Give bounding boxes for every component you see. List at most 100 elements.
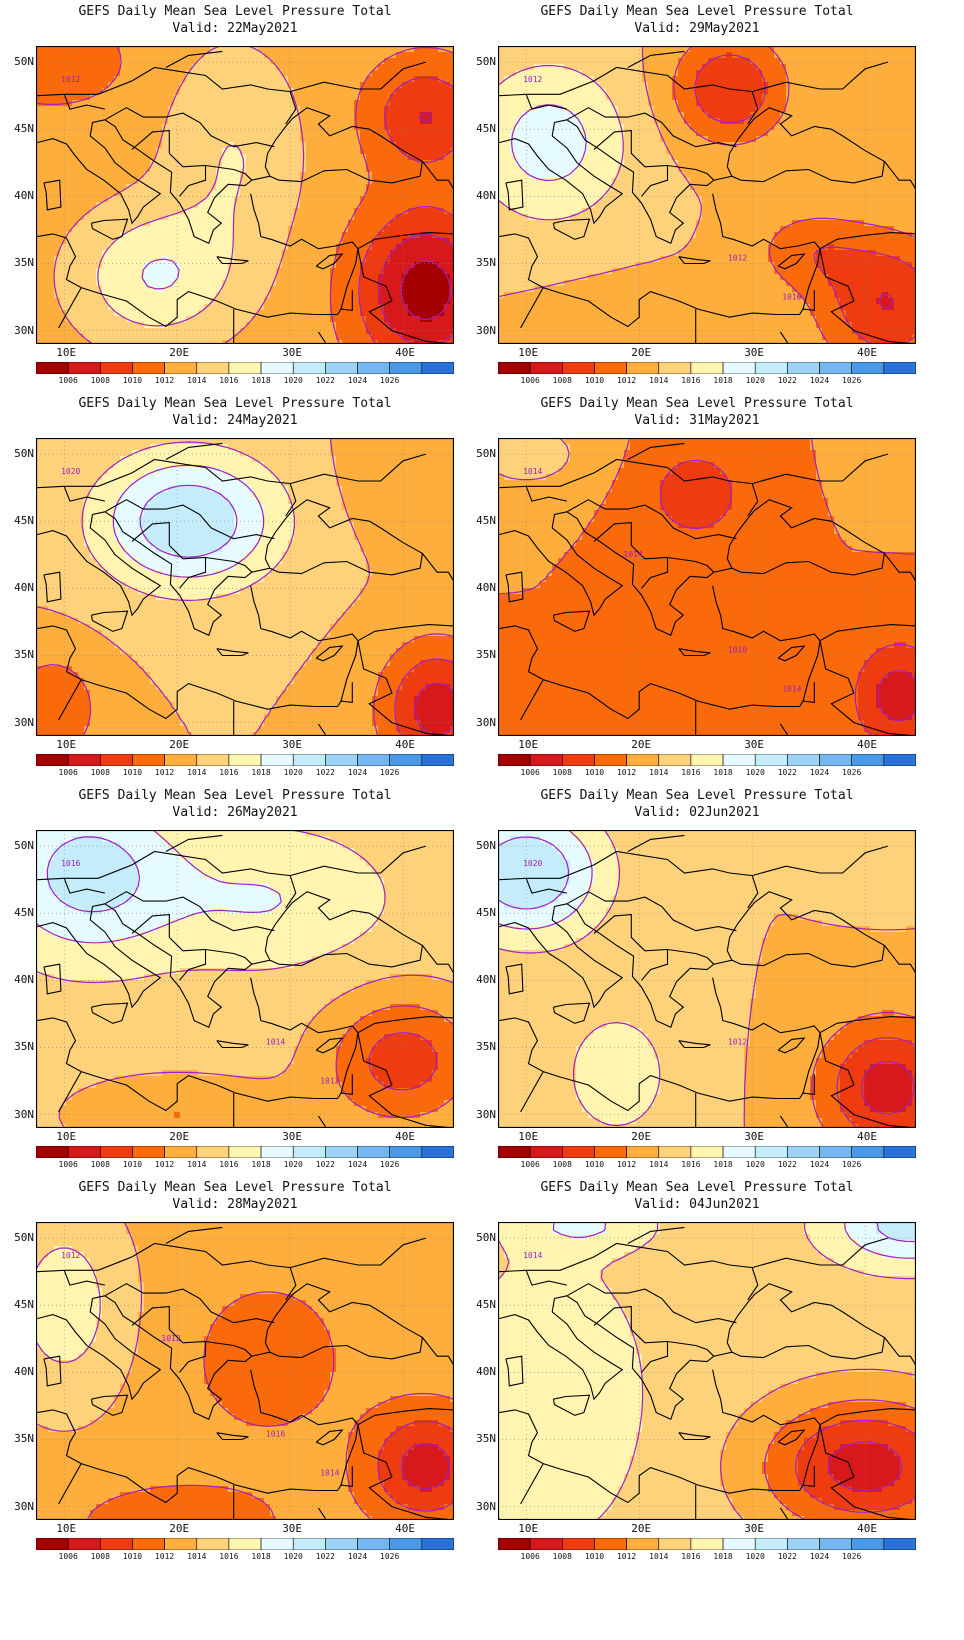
panel-valid-date: Valid: 29May2021 [462, 21, 932, 37]
isobar-label: 1010 [728, 646, 747, 655]
colorbar-swatch [132, 1538, 165, 1550]
colorbar-swatch [100, 1146, 133, 1158]
colorbar-swatch [787, 1538, 820, 1550]
lat-lon-grid [498, 830, 916, 1128]
lon-tick-label: 40E [857, 1522, 877, 1535]
map-panel: GEFS Daily Mean Sea Level Pressure Total… [462, 392, 932, 802]
isobar-lines [36, 1222, 454, 1520]
colorbar-swatch [626, 362, 660, 374]
isobar-lines [498, 830, 916, 1128]
colorbar-swatch [819, 1146, 852, 1158]
colorbar-level-label: 1012 [612, 1160, 642, 1169]
colorbar-swatch [498, 754, 531, 766]
pressure-fill [498, 1222, 916, 1520]
coastlines [498, 50, 916, 344]
pressure-map: 1012 1012 1010 [498, 46, 916, 344]
map-frame [36, 438, 454, 736]
map-panel: GEFS Daily Mean Sea Level Pressure Total… [462, 784, 932, 1194]
colorbar-swatch [389, 754, 423, 766]
colorbar [36, 362, 454, 374]
map-frame [36, 830, 454, 1128]
isobar-label: 1012 [320, 1076, 339, 1085]
colorbar-level-label: 1026 [375, 1160, 405, 1169]
colorbar-swatch [100, 1538, 133, 1550]
colorbar-swatch [260, 362, 294, 374]
pressure-map: 1012 1016 1014 1012 [36, 1222, 454, 1520]
lat-tick-label: 40N [466, 1365, 496, 1378]
colorbar-level-label: 1022 [772, 376, 802, 385]
lat-tick-label: 40N [4, 581, 34, 594]
lat-tick-label: 35N [4, 256, 34, 269]
lat-lon-grid [498, 1222, 916, 1520]
colorbar-level-label: 1014 [644, 768, 674, 777]
colorbar-level-label: 1026 [837, 1552, 867, 1561]
colorbar-swatch [260, 1146, 294, 1158]
colorbar-swatch [690, 1146, 724, 1158]
pressure-fill [36, 830, 454, 1128]
isobar-label: 1014 [782, 684, 801, 693]
colorbar-level-label: 1006 [53, 1552, 83, 1561]
colorbar-level-label: 1018 [246, 768, 276, 777]
lat-tick-label: 35N [466, 1432, 496, 1445]
colorbar-level-label: 1026 [375, 376, 405, 385]
colorbar-level-label: 1010 [579, 1552, 609, 1561]
colorbar-swatch [67, 754, 101, 766]
colorbar-level-label: 1010 [579, 376, 609, 385]
lat-tick-label: 30N [466, 716, 496, 729]
map-frame [498, 438, 916, 736]
panel-valid-date: Valid: 28May2021 [0, 1197, 470, 1213]
colorbar-level-label: 1006 [53, 1160, 83, 1169]
colorbar-swatch [690, 1538, 724, 1550]
colorbar-level-label: 1006 [515, 1160, 545, 1169]
colorbar-swatch [562, 362, 595, 374]
panel-title: GEFS Daily Mean Sea Level Pressure Total [462, 1180, 932, 1196]
colorbar-level-label: 1016 [214, 1160, 244, 1169]
colorbar [498, 1538, 916, 1550]
colorbar-swatch [722, 362, 756, 374]
lat-tick-label: 35N [4, 648, 34, 661]
colorbar-level-label: 1022 [310, 376, 340, 385]
colorbar-swatch [36, 1146, 69, 1158]
colorbar-swatch [132, 754, 165, 766]
lat-tick-label: 45N [4, 122, 34, 135]
colorbar-level-label: 1012 [150, 376, 180, 385]
lat-tick-label: 50N [466, 839, 496, 852]
colorbar-swatch [851, 1538, 885, 1550]
isobar-label: 1020 [61, 467, 80, 476]
colorbar-swatch [626, 754, 660, 766]
isobar-label: 1012 [161, 1334, 180, 1343]
lon-tick-label: 20E [169, 1522, 189, 1535]
lat-tick-label: 50N [4, 55, 34, 68]
pressure-fill [36, 438, 454, 736]
colorbar-level-label: 1018 [246, 376, 276, 385]
panel-valid-date: Valid: 24May2021 [0, 413, 470, 429]
map-frame [498, 1222, 916, 1520]
colorbar-swatch [754, 754, 788, 766]
lon-tick-label: 40E [857, 346, 877, 359]
colorbar [498, 362, 916, 374]
lat-tick-label: 50N [4, 447, 34, 460]
map-frame [498, 46, 916, 344]
lat-tick-label: 30N [4, 324, 34, 337]
panel-title: GEFS Daily Mean Sea Level Pressure Total [462, 4, 932, 20]
colorbar-swatch [389, 1146, 423, 1158]
isobar-lines [36, 46, 454, 344]
lat-tick-label: 50N [4, 839, 34, 852]
lon-tick-label: 20E [169, 1130, 189, 1143]
isobar-label: 1020 [523, 859, 542, 868]
map-panel: GEFS Daily Mean Sea Level Pressure Total… [0, 784, 470, 1194]
lat-lon-grid [36, 830, 454, 1128]
map-frame [36, 1222, 454, 1520]
colorbar-level-label: 1018 [708, 768, 738, 777]
colorbar-level-label: 1016 [676, 768, 706, 777]
colorbar-level-label: 1008 [547, 1552, 577, 1561]
colorbar-swatch [196, 1146, 230, 1158]
colorbar-level-label: 1014 [182, 376, 212, 385]
pressure-map: 1014 [498, 1222, 916, 1520]
colorbar-level-label: 1012 [612, 768, 642, 777]
colorbar-level-label: 1022 [310, 768, 340, 777]
colorbar-swatch [389, 1538, 423, 1550]
colorbar-level-label: 1018 [708, 1160, 738, 1169]
colorbar-level-label: 1010 [579, 1160, 609, 1169]
lat-tick-label: 45N [466, 514, 496, 527]
